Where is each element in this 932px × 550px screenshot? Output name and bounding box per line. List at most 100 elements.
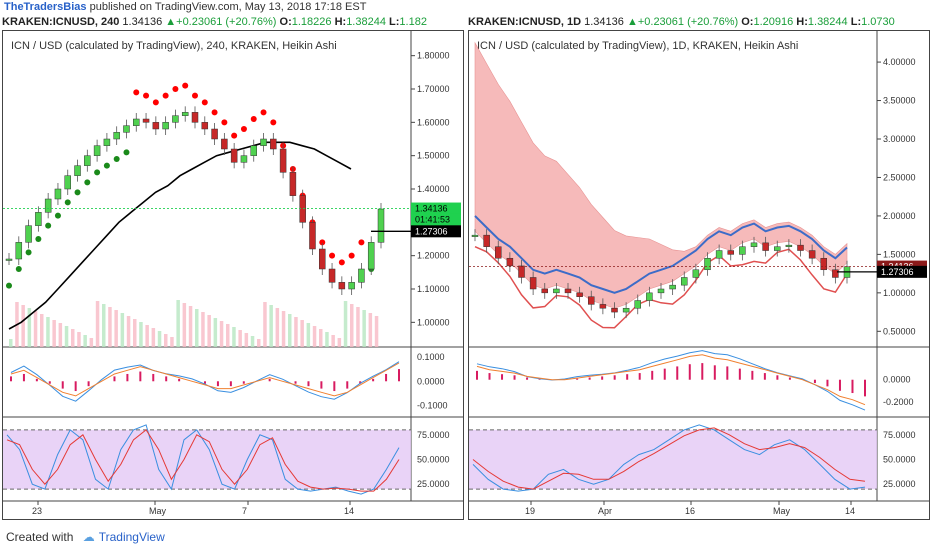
sar-dot <box>192 92 198 99</box>
candle-body <box>750 242 758 247</box>
candle-body <box>774 246 781 251</box>
publish-header: TheTradersBias published on TradingView.… <box>0 0 932 15</box>
candle-body <box>553 288 560 294</box>
volume-bar <box>126 316 131 347</box>
sar-dot <box>113 156 120 162</box>
volume-bar <box>21 305 25 347</box>
macd-axis-label: 0.0000 <box>417 376 445 386</box>
stoch-axis-label: 25.0000 <box>883 479 916 489</box>
candle-body <box>808 250 816 259</box>
candle-body <box>54 188 62 200</box>
volume-bar <box>176 300 180 347</box>
candle-body <box>240 155 248 163</box>
up-arrow-icon: ▲ <box>165 16 177 28</box>
x-axis-label: Apr <box>598 506 612 516</box>
right-chart-panel[interactable]: ICN / USD (calculated by TradingView), 1… <box>468 30 930 520</box>
left-chart-panel[interactable]: ICN / USD (calculated by TradingView), 2… <box>2 30 464 520</box>
sar-dot <box>35 236 42 242</box>
left-change: +0.23061 (+20.76%) <box>176 16 277 28</box>
volume-bar <box>33 311 38 347</box>
volume-bar <box>331 335 335 347</box>
left-ohlc-line: KRAKEN:ICNUSD, 240 1.34136 ▲+0.23061 (+2… <box>2 15 464 29</box>
volume-bar <box>337 338 342 347</box>
volume-bar <box>195 309 199 347</box>
candle-body <box>103 138 111 146</box>
x-axis-label: May <box>149 506 167 516</box>
candle-body <box>113 132 120 140</box>
candle-body <box>564 288 572 294</box>
volume-bar <box>89 338 94 347</box>
candle-body <box>495 246 502 259</box>
candle-body <box>260 138 267 146</box>
candle-body <box>715 250 723 259</box>
volume-bar <box>139 322 143 347</box>
candle-body <box>230 148 238 163</box>
tradingview-logo-icon: ☁ <box>82 530 95 544</box>
volume-bar <box>275 308 280 347</box>
candle-body <box>162 122 169 130</box>
volume-bar <box>40 314 44 347</box>
volume-bar <box>263 302 267 347</box>
price-tag-label: 1.27306 <box>415 226 448 236</box>
candle-body <box>279 148 287 173</box>
sar-dot <box>211 109 218 116</box>
macd-axis-label: -0.1000 <box>417 401 448 411</box>
ema-line <box>8 141 352 330</box>
candle-body <box>123 125 130 133</box>
volume-bar <box>350 304 354 347</box>
volume-bar <box>257 339 261 347</box>
candle-body <box>611 307 618 313</box>
volume-bar <box>232 327 236 347</box>
sar-dot <box>152 99 159 106</box>
chart-title: ICN / USD (calculated by TradingView), 1… <box>477 40 798 52</box>
candle-body <box>44 198 52 213</box>
volume-bar <box>250 336 255 347</box>
tradingview-link[interactable]: TradingView <box>98 530 165 544</box>
volume-bar <box>157 331 162 347</box>
volume-bar <box>325 332 329 347</box>
right-chart-svg[interactable]: ICN / USD (calculated by TradingView), 1… <box>469 31 929 519</box>
candle-body <box>328 268 336 283</box>
candle-body <box>250 145 257 156</box>
volume-bar <box>71 329 75 347</box>
candle-body <box>529 277 537 290</box>
left-symbol: KRAKEN:ICNUSD, 240 <box>2 16 120 28</box>
x-axis-label: 23 <box>32 506 42 516</box>
volume-bar <box>83 335 87 347</box>
candle-body <box>93 145 101 156</box>
volume-bar <box>102 304 106 347</box>
candle-body <box>646 292 653 301</box>
right-change: +0.23061 (+20.76%) <box>637 16 739 28</box>
publisher-name[interactable]: TheTradersBias <box>4 1 87 13</box>
stoch-axis-label: 25.0000 <box>417 479 450 489</box>
candle-body <box>692 269 700 278</box>
price-axis-label: 3.50000 <box>883 96 916 106</box>
sar-dot <box>6 282 12 289</box>
volume-bar <box>9 339 13 347</box>
volume-bar <box>244 333 249 347</box>
left-l: 1.182 <box>399 16 427 28</box>
sar-dot <box>123 149 130 156</box>
footer: Created with ☁ TradingView <box>0 524 932 550</box>
tenkan-line <box>474 215 848 294</box>
sar-dot <box>133 89 140 96</box>
volume-bar <box>145 325 149 347</box>
created-with: Created with <box>6 530 74 544</box>
x-axis-label: 7 <box>242 506 247 516</box>
sar-dot <box>250 116 257 122</box>
macd-axis-label: 0.0000 <box>883 375 911 385</box>
volume-bar <box>151 328 156 347</box>
sar-dot <box>260 109 267 116</box>
candle-body <box>84 155 91 166</box>
volume-bar <box>269 305 273 347</box>
left-chart-svg[interactable]: ICN / USD (calculated by TradingView), 2… <box>3 31 463 519</box>
sar-dot <box>162 92 169 99</box>
candle-body <box>785 244 793 247</box>
signal-line <box>476 354 866 406</box>
price-axis-label: 2.00000 <box>883 211 916 221</box>
sar-dot <box>338 259 345 266</box>
volume-bar <box>188 306 193 347</box>
candle-body <box>471 234 479 237</box>
candle-body <box>201 122 209 130</box>
volume-bar <box>281 311 286 347</box>
